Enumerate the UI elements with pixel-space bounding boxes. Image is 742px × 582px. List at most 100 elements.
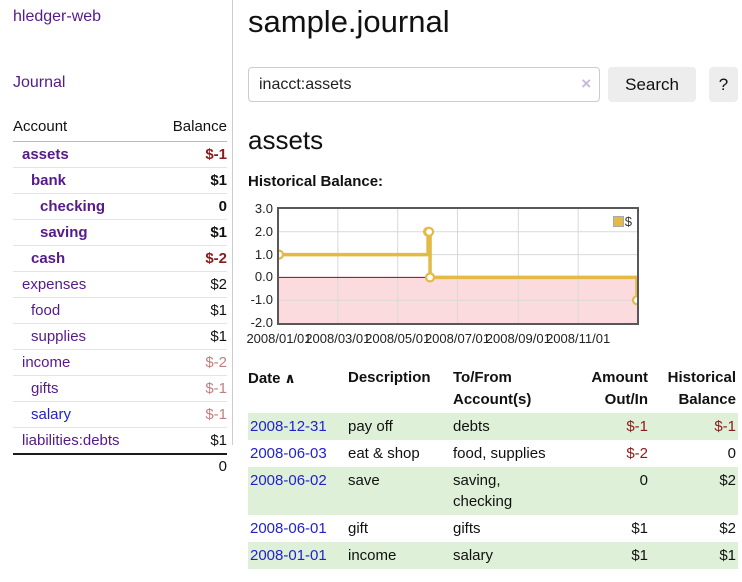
account-link-bank[interactable]: bank (31, 172, 67, 189)
brand: hledger-web (13, 8, 227, 26)
register-date-link[interactable]: 2008-06-03 (250, 445, 327, 462)
register-accounts: food, supplies (453, 445, 546, 462)
account-link-supplies[interactable]: supplies (31, 328, 87, 345)
chart-legend: $ (612, 214, 632, 229)
brand-link[interactable]: hledger-web (13, 8, 102, 25)
register-header-row: Date ∧ Description To/From Account(s) Amoun… (248, 365, 738, 413)
account-link-expenses[interactable]: expenses (22, 276, 87, 293)
register-column-header[interactable]: Amount Out/In (591, 369, 648, 408)
account-heading: assets (248, 125, 324, 155)
register-balance: $2 (719, 472, 736, 489)
register-accounts: saving, checking (453, 472, 513, 510)
account-link-income[interactable]: income (22, 354, 71, 371)
sort-asc-icon: ∧ (280, 370, 296, 386)
account-balance: $1 (210, 302, 227, 319)
register-date-link[interactable]: 2008-06-01 (250, 520, 327, 537)
account-balance: $1 (210, 224, 227, 241)
register-balance: 0 (727, 445, 736, 462)
chart-canvas (279, 209, 637, 323)
account-row: liabilities:debts $1 (13, 428, 227, 454)
search-form: × Search ? (248, 67, 738, 102)
clear-search-icon[interactable]: × (581, 74, 592, 93)
sidebar-account-rows: assets $-1 bank $1 checking 0 saving $1 cash $-2 e… (13, 142, 227, 454)
legend-swatch-icon (612, 216, 624, 227)
register-row: 2008-06-02 save saving, checking 0 $2 (248, 467, 738, 515)
account-row: supplies $1 (13, 324, 227, 350)
x-tick-label: 2008/11/01 (546, 331, 611, 346)
account-column-header: Account (13, 118, 68, 135)
register-description: income (348, 547, 397, 564)
register-description: pay off (348, 418, 393, 435)
account-row: food $1 (13, 298, 227, 324)
account-balance: 0 (218, 198, 227, 215)
account-link-food[interactable]: food (31, 302, 61, 319)
account-balance: $-2 (205, 250, 227, 267)
account-row: saving $1 (13, 220, 227, 246)
account-balance: $-1 (205, 406, 227, 423)
register-amount: $-2 (626, 445, 648, 462)
account-row: gifts $-1 (13, 376, 227, 402)
sidebar-total-spacer (13, 454, 155, 478)
account-balance: $1 (210, 172, 227, 189)
account-row: assets $-1 (13, 142, 227, 168)
register-date-link[interactable]: 2008-06-02 (250, 472, 327, 489)
register-description: eat & shop (348, 445, 420, 462)
account-row: cash $-2 (13, 246, 227, 272)
register-accounts: gifts (453, 520, 481, 537)
account-row: expenses $2 (13, 272, 227, 298)
register-description: save (348, 472, 380, 489)
register-rows: 2008-12-31 pay off debts $-1 $-1 2008-06-03 ea… (248, 413, 738, 569)
search-button[interactable]: Search (608, 67, 696, 102)
register-date-link[interactable]: 2008-12-31 (250, 418, 327, 435)
register-amount: $-1 (626, 418, 648, 435)
register-balance: $1 (719, 547, 736, 564)
account-link-saving[interactable]: saving (40, 224, 88, 241)
search-input-wrap: × (248, 67, 601, 102)
account-link-gifts[interactable]: gifts (31, 380, 59, 397)
register-row: 2008-12-31 pay off debts $-1 $-1 (248, 413, 738, 440)
x-tick-label: 2008/01/01 (246, 331, 312, 346)
account-row: salary $-1 (13, 402, 227, 428)
register-row: 2008-01-01 income salary $1 $1 (248, 542, 738, 569)
sidebar-total-balance: 0 (218, 457, 227, 475)
account-row: income $-2 (13, 350, 227, 376)
account-link-assets[interactable]: assets (22, 146, 69, 163)
register-column-header[interactable]: To/From Account(s) (453, 369, 532, 408)
account-link-cash[interactable]: cash (31, 250, 66, 267)
register-description: gift (348, 520, 369, 537)
register-date-link[interactable]: 2008-01-01 (250, 547, 327, 564)
y-tick-label: 1.0 (254, 246, 273, 262)
main-content: sample.journal × Search ? assets Histori… (246, 0, 738, 569)
sidebar-nav: Journal (13, 74, 227, 92)
register-accounts: salary (453, 547, 494, 564)
sidebar: hledger-web Journal Account Balance asse… (0, 0, 233, 475)
register-row: 2008-06-01 gift gifts $1 $2 (248, 515, 738, 542)
sidebar-item-journal[interactable]: Journal (13, 74, 66, 91)
account-row: checking 0 (13, 194, 227, 220)
register-balance: $2 (719, 520, 736, 537)
help-button[interactable]: ? (709, 67, 738, 102)
account-link-checking[interactable]: checking (40, 198, 106, 215)
search-input[interactable] (248, 67, 601, 102)
register-balance: $-1 (714, 418, 736, 435)
chart-plot-area: $ (277, 207, 639, 325)
account-link-salary[interactable]: salary (31, 406, 72, 423)
chart-label: Historical Balance: (248, 173, 384, 190)
page-title: sample.journal (248, 4, 450, 39)
account-balance: $2 (210, 276, 227, 293)
legend-label: $ (624, 214, 632, 229)
account-row: bank $1 (13, 168, 227, 194)
x-tick-label: 2008/09/01 (485, 331, 551, 346)
y-tick-label: 2.0 (254, 223, 273, 239)
account-balance: $1 (210, 431, 227, 449)
y-tick-label: -1.0 (250, 292, 273, 308)
account-balance: $-2 (205, 354, 227, 371)
y-tick-label: 0.0 (254, 269, 273, 285)
account-link-liabilities-debts[interactable]: liabilities:debts (22, 431, 120, 449)
account-balance: $-1 (205, 146, 227, 163)
x-tick-label: 2008/03/01 (305, 331, 371, 346)
register-column-header[interactable]: Date ∧ (248, 370, 296, 387)
register-column-header[interactable]: Description (348, 369, 431, 386)
register-column-header[interactable]: Historical Balance (667, 369, 736, 408)
register-amount: $1 (631, 547, 648, 564)
